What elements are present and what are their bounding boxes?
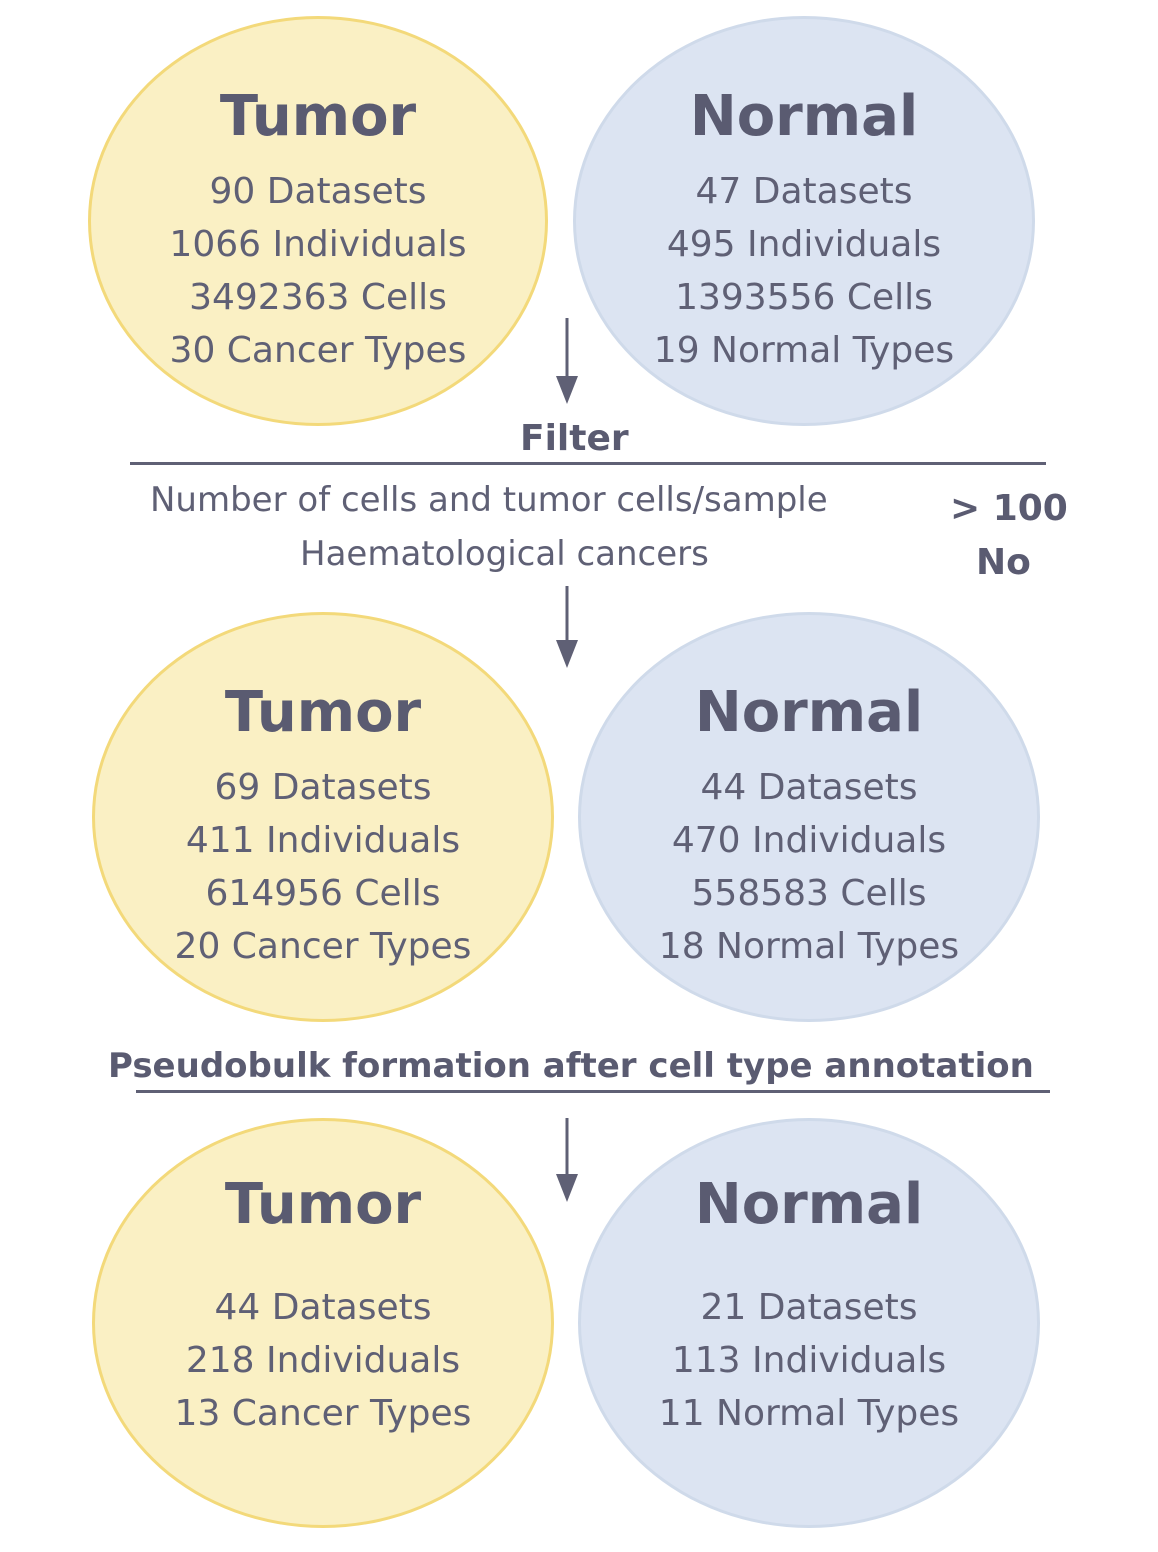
filter-divider bbox=[130, 462, 1046, 465]
tumor-datasets: 44 Datasets bbox=[215, 1281, 432, 1334]
tumor-cells: 614956 Cells bbox=[206, 867, 441, 920]
tumor-circle-stage1: Tumor 90 Datasets 1066 Individuals 34923… bbox=[88, 16, 548, 426]
tumor-title: Tumor bbox=[225, 685, 421, 741]
tumor-circle-stage2: Tumor 69 Datasets 411 Individuals 614956… bbox=[92, 612, 554, 1022]
normal-datasets: 21 Datasets bbox=[701, 1281, 918, 1334]
normal-individuals: 113 Individuals bbox=[672, 1334, 946, 1387]
normal-types: 19 Normal Types bbox=[654, 324, 954, 377]
tumor-individuals: 411 Individuals bbox=[186, 814, 460, 867]
normal-cells: 558583 Cells bbox=[692, 867, 927, 920]
normal-datasets: 47 Datasets bbox=[696, 165, 913, 218]
tumor-types: 30 Cancer Types bbox=[170, 324, 467, 377]
tumor-circle-stage3: Tumor 44 Datasets 218 Individuals 13 Can… bbox=[92, 1118, 554, 1528]
normal-individuals: 495 Individuals bbox=[667, 218, 941, 271]
filter-criterion-cells-label: Number of cells and tumor cells/sample bbox=[150, 480, 828, 520]
normal-circle-stage2: Normal 44 Datasets 470 Individuals 55858… bbox=[578, 612, 1040, 1022]
filter-title: Filter bbox=[520, 418, 629, 459]
tumor-types: 20 Cancer Types bbox=[175, 920, 472, 973]
pseudobulk-divider bbox=[136, 1090, 1050, 1093]
normal-circle-stage1: Normal 47 Datasets 495 Individuals 13935… bbox=[573, 16, 1035, 426]
tumor-individuals: 1066 Individuals bbox=[169, 218, 466, 271]
tumor-types: 13 Cancer Types bbox=[175, 1387, 472, 1440]
tumor-title: Tumor bbox=[220, 89, 416, 145]
normal-individuals: 470 Individuals bbox=[672, 814, 946, 867]
tumor-cells: 3492363 Cells bbox=[189, 271, 447, 324]
normal-datasets: 44 Datasets bbox=[701, 761, 918, 814]
down-arrow-icon bbox=[552, 586, 582, 670]
down-arrow-icon bbox=[552, 1118, 582, 1204]
normal-title: Normal bbox=[695, 1177, 923, 1233]
normal-title: Normal bbox=[695, 685, 923, 741]
filter-criterion-haem-value: No bbox=[976, 542, 1031, 583]
filter-criterion-haem-label: Haematological cancers bbox=[300, 534, 709, 574]
normal-circle-stage3: Normal 21 Datasets 113 Individuals 11 No… bbox=[578, 1118, 1040, 1528]
tumor-title: Tumor bbox=[225, 1177, 421, 1233]
pseudobulk-title: Pseudobulk formation after cell type ann… bbox=[108, 1046, 1034, 1086]
normal-title: Normal bbox=[690, 89, 918, 145]
tumor-individuals: 218 Individuals bbox=[186, 1334, 460, 1387]
filter-criterion-cells-value: > 100 bbox=[950, 488, 1068, 529]
down-arrow-icon bbox=[552, 318, 582, 406]
normal-types: 11 Normal Types bbox=[659, 1387, 959, 1440]
normal-types: 18 Normal Types bbox=[659, 920, 959, 973]
tumor-datasets: 69 Datasets bbox=[215, 761, 432, 814]
normal-cells: 1393556 Cells bbox=[675, 271, 933, 324]
tumor-datasets: 90 Datasets bbox=[210, 165, 427, 218]
